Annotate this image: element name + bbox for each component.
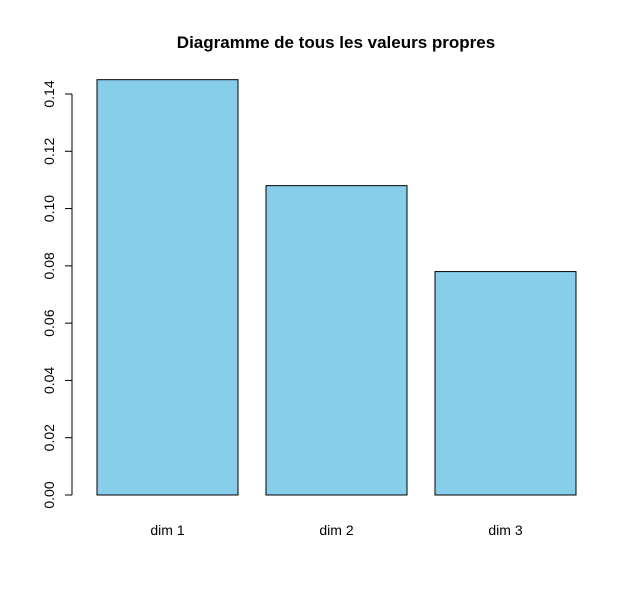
y-tick-label: 0.04 — [41, 367, 57, 394]
bars-group — [96, 79, 577, 496]
x-tick-label: dim 2 — [319, 522, 353, 538]
y-tick-label: 0.12 — [41, 137, 57, 164]
y-axis: 0.00 0.02 0.04 0.06 0.08 0.10 0.12 0.14 — [41, 80, 73, 509]
y-tick-label: 0.14 — [41, 80, 57, 107]
y-tick-label: 0.02 — [41, 424, 57, 451]
x-tick-label: dim 1 — [150, 522, 184, 538]
x-tick-label: dim 3 — [488, 522, 522, 538]
bar-dim-3 — [434, 271, 577, 496]
y-tick-label: 0.06 — [41, 309, 57, 336]
chart-title: Diagramme de tous les valeurs propres — [177, 33, 495, 52]
bar-dim-2 — [265, 185, 408, 496]
x-axis-labels: dim 1 dim 2 dim 3 — [150, 522, 522, 538]
y-tick-label: 0.08 — [41, 252, 57, 279]
y-tick-label: 0.10 — [41, 195, 57, 222]
y-tick-label: 0.00 — [41, 481, 57, 508]
bar-dim-1 — [96, 79, 239, 496]
